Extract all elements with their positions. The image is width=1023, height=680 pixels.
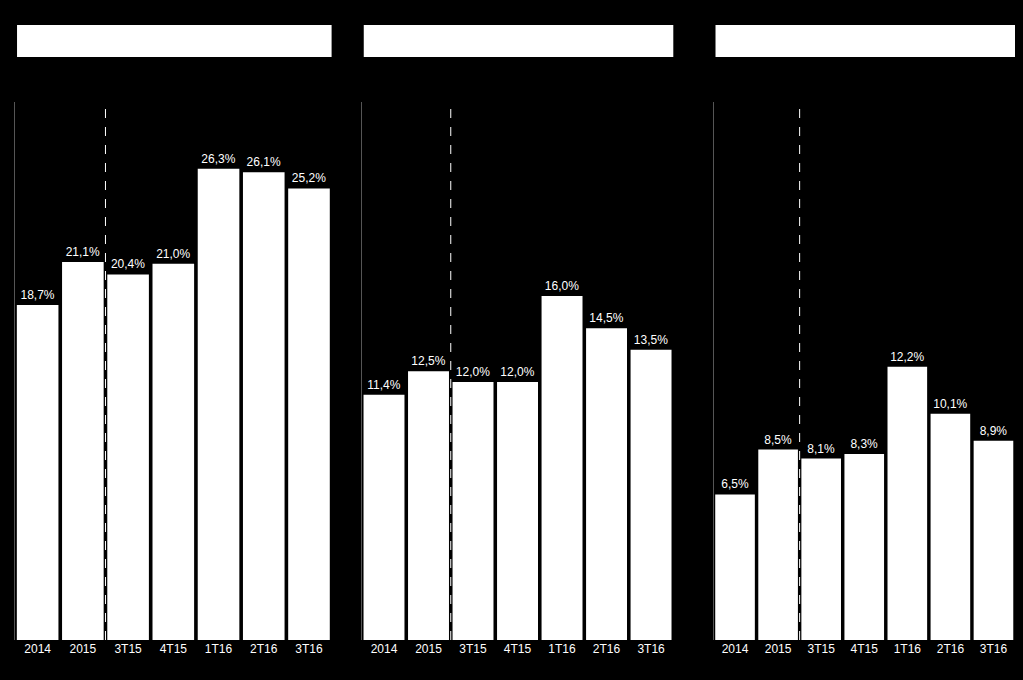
svg-text:2T16: 2T16 <box>593 642 621 656</box>
svg-text:6,5%: 6,5% <box>721 477 749 491</box>
svg-text:8,5%: 8,5% <box>764 433 792 447</box>
svg-text:2T16: 2T16 <box>937 642 965 656</box>
svg-text:2015: 2015 <box>765 642 792 656</box>
svg-text:11,4%: 11,4% <box>367 378 400 392</box>
svg-text:3T15: 3T15 <box>114 642 142 656</box>
svg-text:8,3%: 8,3% <box>850 437 878 451</box>
svg-text:1T16: 1T16 <box>205 642 233 656</box>
svg-text:26,3%: 26,3% <box>201 152 235 166</box>
svg-text:3T15: 3T15 <box>459 642 487 656</box>
svg-text:1T16: 1T16 <box>548 642 576 656</box>
svg-text:2015: 2015 <box>70 642 97 656</box>
svg-text:4T15: 4T15 <box>160 642 188 656</box>
svg-text:2014: 2014 <box>371 642 398 656</box>
svg-text:18,7%: 18,7% <box>20 288 54 302</box>
svg-text:21,1%: 21,1% <box>66 245 100 259</box>
svg-text:26,1%: 26,1% <box>247 155 281 169</box>
svg-text:8,1%: 8,1% <box>807 442 835 456</box>
svg-text:13,5%: 13,5% <box>634 333 668 347</box>
svg-text:12,2%: 12,2% <box>890 350 924 364</box>
svg-text:8,9%: 8,9% <box>980 424 1008 438</box>
svg-text:3T16: 3T16 <box>980 642 1008 656</box>
svg-text:4T15: 4T15 <box>504 642 532 656</box>
svg-text:20,4%: 20,4% <box>111 257 145 271</box>
svg-text:21,0%: 21,0% <box>156 247 190 261</box>
svg-text:16,0%: 16,0% <box>545 279 579 293</box>
svg-text:12,0%: 12,0% <box>500 365 534 379</box>
svg-text:3T15: 3T15 <box>808 642 836 656</box>
svg-text:12,5%: 12,5% <box>411 354 445 368</box>
svg-text:2014: 2014 <box>24 642 51 656</box>
svg-text:2T16: 2T16 <box>250 642 278 656</box>
svg-text:3T16: 3T16 <box>295 642 323 656</box>
svg-text:1T16: 1T16 <box>894 642 922 656</box>
svg-text:4T15: 4T15 <box>851 642 879 656</box>
svg-text:14,5%: 14,5% <box>589 311 623 325</box>
svg-text:10,1%: 10,1% <box>933 397 967 411</box>
svg-text:12,0%: 12,0% <box>456 365 490 379</box>
svg-text:2014: 2014 <box>722 642 749 656</box>
svg-text:25,2%: 25,2% <box>292 171 326 185</box>
svg-text:2015: 2015 <box>415 642 442 656</box>
svg-text:3T16: 3T16 <box>637 642 665 656</box>
